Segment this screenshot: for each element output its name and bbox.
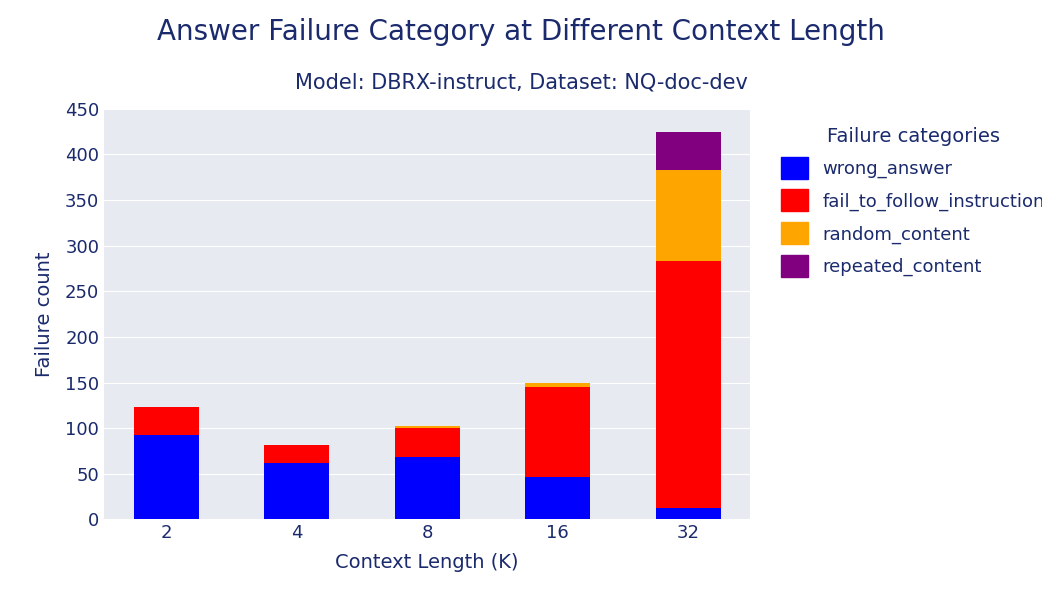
Legend: wrong_answer, fail_to_follow_instruction, random_content, repeated_content: wrong_answer, fail_to_follow_instruction… [772, 118, 1042, 286]
Bar [655, 132, 721, 170]
Bar [264, 445, 329, 463]
Bar [655, 261, 721, 507]
X-axis label: Context Length (K): Context Length (K) [336, 553, 519, 573]
Bar [264, 463, 329, 519]
Text: Model: DBRX-instruct, Dataset: NQ-doc-dev: Model: DBRX-instruct, Dataset: NQ-doc-de… [295, 72, 747, 92]
Bar [395, 426, 460, 428]
Y-axis label: Failure count: Failure count [35, 251, 54, 377]
Bar [395, 428, 460, 457]
Bar [525, 387, 591, 477]
Bar [133, 434, 199, 519]
Bar [133, 407, 199, 434]
Bar [525, 382, 591, 387]
Bar [395, 457, 460, 519]
Text: Answer Failure Category at Different Context Length: Answer Failure Category at Different Con… [157, 18, 885, 46]
Bar [655, 507, 721, 519]
Bar [525, 477, 591, 519]
Bar [655, 170, 721, 261]
